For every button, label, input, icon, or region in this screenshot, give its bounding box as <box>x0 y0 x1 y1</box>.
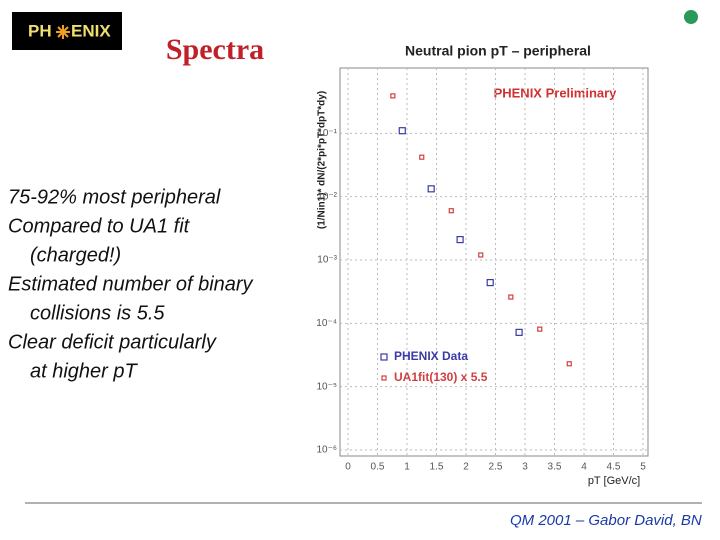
x-tick-label: 4.5 <box>607 462 621 473</box>
marker <box>448 208 454 214</box>
legend-label: UA1fit(130) x 5.5 <box>394 370 488 384</box>
y-tick-label: 10⁻⁵ <box>316 381 337 392</box>
logo-left: PH <box>28 21 52 40</box>
chart-title: Neutral pion pT – peripheral <box>405 43 591 59</box>
x-tick-label: 3.5 <box>548 462 562 473</box>
plot-frame <box>339 67 649 457</box>
marker <box>390 93 396 99</box>
y-tick-label: 10⁻² <box>317 191 337 202</box>
x-axis-label: pT [GeV/c] <box>588 475 640 487</box>
marker <box>427 185 435 193</box>
marker <box>478 252 484 258</box>
marker <box>419 154 425 160</box>
bullet: Estimated number of binary <box>8 273 254 295</box>
x-tick-label: 3 <box>522 462 528 473</box>
bullet: 75-92% most peripheral <box>8 186 221 208</box>
x-tick-label: 1 <box>404 462 410 473</box>
x-tick-label: 2 <box>463 462 469 473</box>
x-tick-label: 2.5 <box>489 462 503 473</box>
marker <box>398 127 406 135</box>
legend-marker <box>381 375 387 381</box>
marker <box>486 278 494 287</box>
logo-star <box>56 25 70 39</box>
y-tick-label: 10⁻⁴ <box>316 318 337 329</box>
y-axis-label: (1/Nin1)* dN/(2*pi*pT*dpT*dy) <box>317 91 328 229</box>
marker <box>537 326 543 332</box>
marker <box>515 328 523 336</box>
corner-icon <box>684 10 698 24</box>
legend-label: PHENIX Data <box>394 349 468 363</box>
bullet: (charged!) <box>30 244 121 266</box>
marker <box>566 361 572 367</box>
legend-marker <box>380 353 388 361</box>
marker <box>508 294 514 300</box>
bullet: at higher pT <box>30 360 139 382</box>
x-tick-label: 4 <box>581 462 587 473</box>
x-tick-label: 1.5 <box>430 462 444 473</box>
y-tick-label: 10⁻³ <box>317 255 337 266</box>
logo-right: ENIX <box>71 21 111 40</box>
marker <box>456 235 464 244</box>
footer: QM 2001 – Gabor David, BN <box>510 512 702 529</box>
slide-title: Spectra <box>166 33 264 66</box>
x-tick-label: 5 <box>640 462 646 473</box>
annotation: PHENIX Preliminary <box>494 85 618 100</box>
y-tick-label: 10⁻⁶ <box>316 445 337 456</box>
bullet: collisions is 5.5 <box>30 302 165 324</box>
x-tick-label: 0.5 <box>371 462 385 473</box>
bullet: Clear deficit particularly <box>8 331 217 353</box>
y-tick-label: 10⁻¹ <box>317 128 337 139</box>
x-tick-label: 0 <box>345 462 351 473</box>
bullet: Compared to UA1 fit <box>8 215 191 237</box>
